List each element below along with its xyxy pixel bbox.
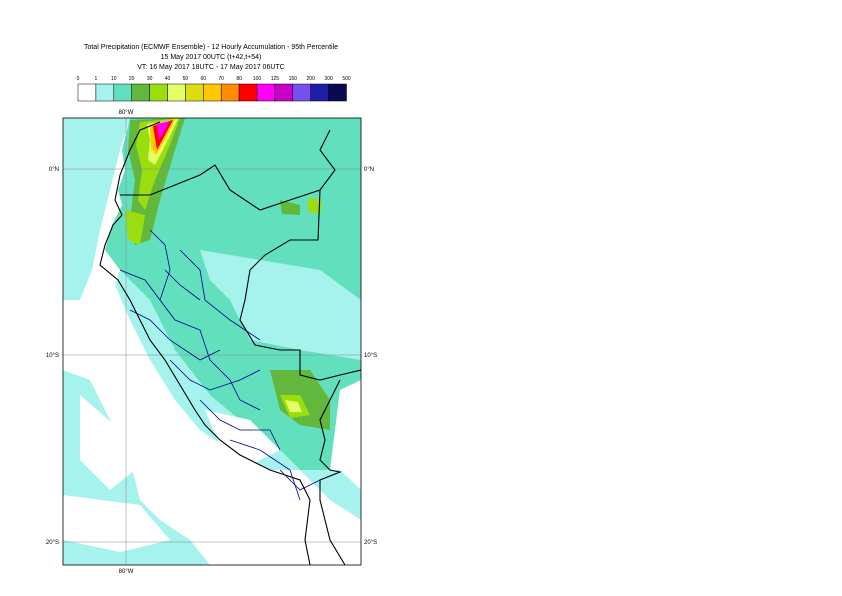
legend-tick-label: 200 [307,76,316,82]
legend-tick-label: 300 [324,76,333,82]
lat-label-20s-left: 20°S [46,540,59,546]
legend-tick-label: 40 [165,76,171,82]
admin-borders [119,229,321,501]
precip-40 [285,400,302,412]
lon-label-top: 80°W [119,110,134,116]
legend-tick-label: 30 [147,76,153,82]
legend-tick-label: 50 [183,76,189,82]
legend-tick-label: 70 [218,76,224,82]
ocean-clear [80,395,135,490]
valid-time: VT: 16 May 2017 18UTC - 17 May 2017 06UT… [137,64,285,71]
ocean-clear [63,495,170,552]
legend-tick-label: 150 [289,76,298,82]
ocean-precip [63,118,130,300]
legend-tick-label: 500 [342,76,351,82]
legend-tick-label: 1 [95,76,98,82]
lon-label-bottom: 80°W [119,569,134,575]
legend-tick-label: 80 [236,76,242,82]
map-frame [62,117,362,566]
legend-tick-label: 125 [271,76,280,82]
land-clear [260,470,361,565]
precip-legend: 0 1 10 20 30 40 50 60 70 80 100 125 150 200 300 500 [77,76,351,102]
chart-title: Total Precipitation (ECMWF Ensemble) - 1… [83,44,339,51]
precip-20 [280,200,300,215]
legend-tick-label: 60 [201,76,207,82]
map-field [63,118,361,565]
lat-label-10s-left: 10°S [46,353,59,359]
lat-label-10s-right: 10°S [364,353,377,359]
precip-100 [157,121,170,140]
precip-20 [308,198,322,214]
land-light [200,250,361,360]
legend-tick-label: 0 [77,76,80,82]
country-borders [99,121,361,565]
legend-swatch [328,83,347,102]
lat-label-20s-right: 20°S [364,540,377,546]
precip-30 [136,118,180,210]
precip-20 [125,210,145,245]
legend-tick-label: 100 [253,76,262,82]
lat-label-eq-left: 0°N [49,167,59,173]
legend-tick-label: 20 [129,76,135,82]
base-time: 15 May 2017 00UTC (t+42,t+54) [160,54,262,61]
legend-tick-label: 10 [111,76,117,82]
lat-label-eq-right: 0°N [364,167,374,173]
